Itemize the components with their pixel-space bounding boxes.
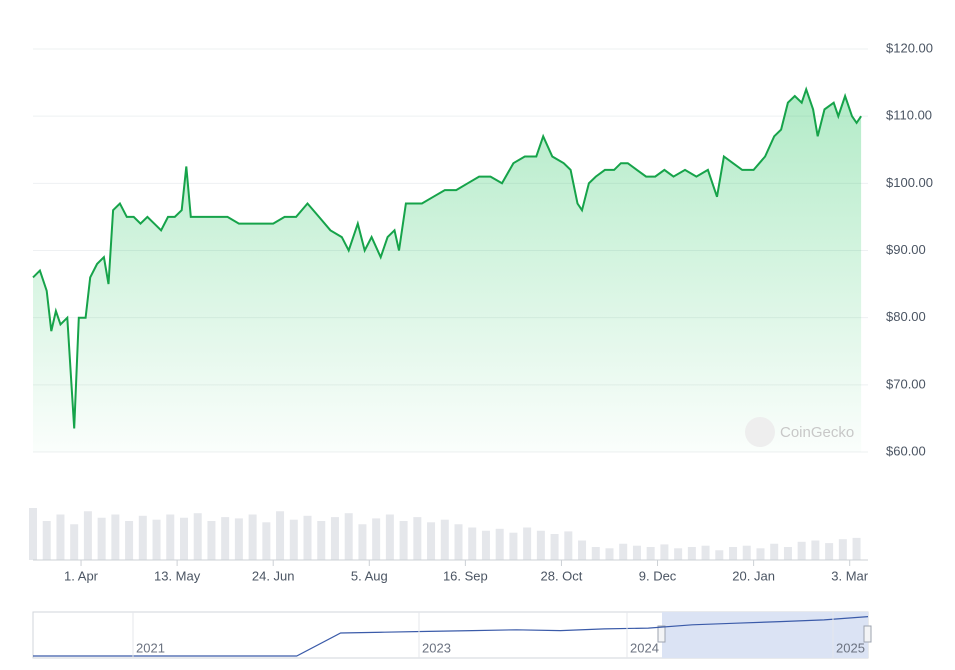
- volume-bar: [399, 521, 408, 560]
- volume-bar: [125, 521, 134, 560]
- volume-bar: [70, 524, 79, 560]
- volume-bar: [56, 514, 65, 560]
- volume-bar: [317, 521, 326, 560]
- x-tick-label: 28. Oct: [540, 568, 582, 583]
- navigator-label: 2024: [630, 640, 659, 655]
- volume-bar: [523, 527, 532, 560]
- y-tick-label: $80.00: [886, 309, 926, 324]
- volume-bar: [303, 515, 312, 560]
- area: [33, 89, 862, 453]
- volume-bar: [83, 511, 92, 560]
- x-tick-label: 1. Apr: [64, 568, 99, 583]
- x-tick-label: 9. Dec: [639, 568, 677, 583]
- volume-bar: [29, 508, 37, 560]
- volume-bar: [330, 517, 339, 560]
- volume-bar: [385, 514, 394, 560]
- volume-bar: [207, 521, 216, 560]
- volume-bar: [179, 517, 188, 560]
- x-tick-label: 5. Aug: [351, 568, 388, 583]
- volume-bar: [687, 547, 696, 560]
- volume-bar: [509, 532, 518, 560]
- x-tick-label: 16. Sep: [443, 568, 488, 583]
- y-tick-label: $120.00: [886, 40, 933, 55]
- volume-bar: [742, 545, 751, 560]
- volume-bar: [756, 548, 765, 560]
- navigator-handle[interactable]: [657, 625, 666, 643]
- y-tick-label: $90.00: [886, 242, 926, 257]
- volume-bar: [111, 514, 120, 560]
- volume-bar: [797, 541, 806, 560]
- volume-bar: [619, 543, 628, 560]
- y-tick-label: $70.00: [886, 376, 926, 391]
- volume-bar: [97, 517, 106, 560]
- navigator-handle[interactable]: [863, 625, 872, 643]
- volume-bar: [715, 550, 724, 560]
- volume-bar: [42, 521, 51, 560]
- volume-bar: [591, 547, 600, 560]
- volume-bar: [770, 543, 779, 560]
- volume-bar: [646, 547, 655, 560]
- volume-bar: [605, 548, 614, 560]
- volume-bar: [234, 518, 243, 560]
- volume-bar: [536, 530, 545, 560]
- y-tick-label: $60.00: [886, 443, 926, 458]
- volume-bar: [481, 530, 490, 560]
- volume-bar: [674, 548, 683, 560]
- volume-bar: [838, 539, 847, 560]
- volume-bar: [221, 517, 230, 560]
- watermark: CoinGecko: [745, 417, 854, 447]
- volume-bar: [276, 511, 285, 560]
- volume-bar: [550, 534, 559, 560]
- volume-bar: [564, 531, 573, 560]
- volume-bar: [811, 540, 820, 560]
- volume-bar: [468, 527, 477, 560]
- volume-bar: [783, 547, 792, 560]
- volume-bar: [262, 522, 271, 560]
- volume-bar: [138, 515, 147, 560]
- navigator-line: [33, 616, 869, 657]
- volume-bar: [454, 524, 463, 560]
- volume-bar: [440, 519, 449, 560]
- watermark-text: CoinGecko: [780, 424, 854, 441]
- volume-bar: [344, 513, 353, 560]
- volume-bar: [358, 524, 367, 560]
- volume-bar: [852, 537, 861, 560]
- volume-bar: [289, 519, 298, 560]
- volume-bar: [495, 528, 504, 560]
- x-tick-label: 13. May: [154, 568, 201, 583]
- volume-bar: [660, 544, 669, 560]
- volume-bar: [578, 540, 587, 560]
- volume-bar: [427, 522, 436, 560]
- volume-bar: [825, 543, 834, 560]
- volume-bar: [701, 545, 710, 560]
- volume-bar: [729, 547, 738, 560]
- navigator-label: 2025: [836, 640, 865, 655]
- volume-bar: [193, 513, 202, 560]
- price-line: [32, 86, 862, 429]
- x-tick-label: 20. Jan: [732, 568, 775, 583]
- x-tick-label: 3. Mar: [831, 568, 869, 583]
- y-tick-label: $100.00: [886, 175, 933, 190]
- volume-bar: [372, 518, 381, 560]
- volume-bar: [413, 517, 422, 560]
- navigator-label: 2023: [422, 640, 451, 655]
- volume-bar: [248, 514, 257, 560]
- volume-bar: [152, 519, 161, 560]
- x-tick-label: 24. Jun: [252, 568, 295, 583]
- y-tick-label: $110.00: [886, 108, 932, 123]
- navigator-label: 2021: [136, 640, 165, 655]
- volume-bar: [632, 545, 641, 560]
- volume-bar: [166, 514, 175, 560]
